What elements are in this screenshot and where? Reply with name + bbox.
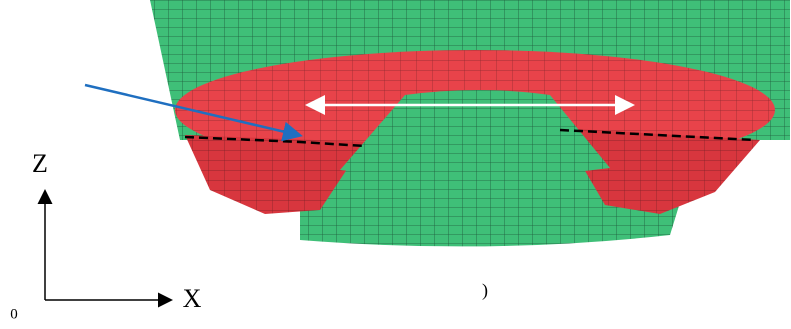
x-label: X	[183, 284, 202, 313]
origin-label: 0	[10, 306, 18, 322]
figure: Z X 0 )	[0, 0, 791, 329]
caption: )	[482, 280, 488, 301]
z-label: Z	[32, 149, 48, 178]
